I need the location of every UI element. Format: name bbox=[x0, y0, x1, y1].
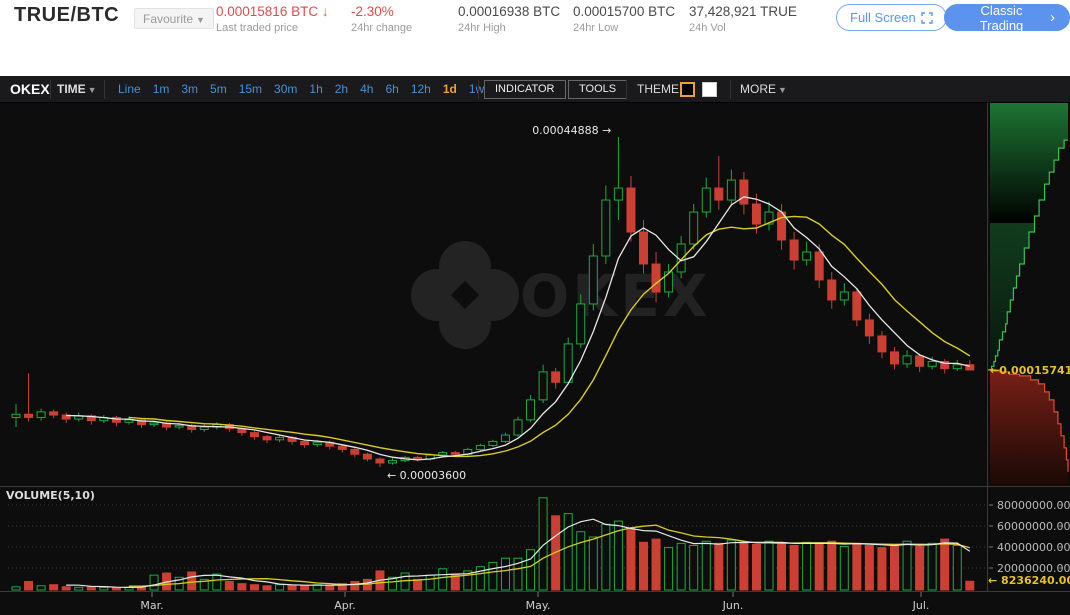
time-label: TIME bbox=[57, 82, 86, 96]
indicator-button[interactable]: INDICATOR bbox=[484, 80, 566, 99]
more-label: MORE bbox=[740, 82, 776, 96]
theme-dark-swatch[interactable] bbox=[680, 82, 695, 97]
volume-axis-label: 60000000.00 bbox=[997, 520, 1070, 533]
last-price-stat: 0.00015816 BTC ↓ Last traded price bbox=[216, 4, 329, 34]
low-price-annotation: ← 0.00003600 bbox=[387, 469, 466, 482]
last-volume-tag: ← 8236240.00 bbox=[988, 574, 1070, 587]
toolbar-divider bbox=[478, 80, 479, 99]
interval-2h[interactable]: 2h bbox=[334, 82, 349, 96]
favourite-button[interactable]: Favourite ▼ bbox=[134, 8, 214, 29]
full-screen-button[interactable]: Full Screen bbox=[836, 4, 947, 31]
classic-trading-label: Classic Trading bbox=[979, 2, 1024, 33]
chevron-right-icon: › bbox=[1050, 9, 1055, 26]
change-value: -2.30% bbox=[351, 4, 394, 19]
expand-icon bbox=[921, 11, 933, 24]
theme-light-swatch[interactable] bbox=[702, 82, 717, 97]
change-label: 24hr change bbox=[351, 22, 413, 34]
last-price-tag: ←0.00015741 bbox=[990, 364, 1070, 377]
depth-bids-area bbox=[990, 370, 1068, 486]
price-ma-fast bbox=[66, 196, 970, 461]
chevron-down-icon: ▼ bbox=[87, 85, 97, 95]
interval-1d[interactable]: 1d bbox=[442, 82, 457, 96]
chevron-down-icon: ▼ bbox=[196, 14, 205, 25]
month-label: Mar. bbox=[140, 599, 163, 612]
interval-3m[interactable]: 3m bbox=[181, 82, 199, 96]
theme-label: THEME bbox=[637, 82, 679, 96]
candles-layer bbox=[11, 137, 975, 467]
volume-value: 37,428,921 TRUE bbox=[689, 4, 797, 19]
volume-ma-slow bbox=[128, 524, 970, 587]
time-dropdown[interactable]: TIME ▼ bbox=[57, 76, 97, 103]
toolbar-divider bbox=[730, 80, 731, 99]
month-label: Apr. bbox=[334, 599, 356, 612]
toolbar-divider bbox=[626, 80, 627, 99]
chart-region: OKEX TIME ▼ Line 1m 3m 5m 15m 30m 1h 2h 4h 6h 12h 1d… bbox=[0, 76, 1070, 615]
high-label: 24hr High bbox=[458, 22, 506, 34]
full-screen-label: Full Screen bbox=[850, 10, 916, 25]
toolbar-divider bbox=[50, 80, 51, 99]
high-value: 0.00016938 BTC bbox=[458, 4, 561, 19]
interval-1h[interactable]: 1h bbox=[309, 82, 323, 96]
last-price-label: Last traded price bbox=[216, 22, 298, 34]
toolbar-divider bbox=[104, 80, 105, 99]
price-ma-slow bbox=[128, 215, 971, 458]
last-price-value: 0.00015816 BTC ↓ bbox=[216, 4, 329, 19]
chevron-down-icon: ▼ bbox=[778, 85, 787, 95]
volume-stat: 37,428,921 TRUE 24h Vol bbox=[689, 4, 797, 34]
change-stat: -2.30% 24hr change bbox=[351, 4, 412, 34]
interval-1w[interactable]: 1w bbox=[468, 82, 485, 96]
classic-trading-button[interactable]: Classic Trading › bbox=[944, 2, 1070, 33]
interval-1m[interactable]: 1m bbox=[152, 82, 170, 96]
volume-axis-label: 80000000.00 bbox=[997, 499, 1070, 512]
interval-5m[interactable]: 5m bbox=[210, 82, 227, 96]
volume-label: 24h Vol bbox=[689, 22, 726, 34]
interval-30m[interactable]: 30m bbox=[274, 82, 298, 96]
okex-logo: OKEX bbox=[10, 81, 50, 97]
interval-4h[interactable]: 4h bbox=[360, 82, 374, 96]
interval-12h[interactable]: 12h bbox=[410, 82, 431, 96]
high-stat: 0.00016938 BTC 24hr High bbox=[458, 4, 560, 34]
interval-selector: Line 1m 3m 5m 15m 30m 1h 2h 4h 6h 12h 1d 1w bbox=[112, 76, 490, 103]
volume-axis-label: 40000000.00 bbox=[997, 541, 1070, 554]
month-label: Jun. bbox=[722, 599, 744, 612]
chart-overlay: VOLUME(5,10) 0.00044888 → ← 0.00003600 ←… bbox=[0, 103, 1070, 612]
volume-bars-layer bbox=[11, 497, 975, 591]
low-value: 0.00015700 BTC bbox=[573, 4, 676, 19]
chart-toolbar: OKEX TIME ▼ Line 1m 3m 5m 15m 30m 1h 2h 4h 6h 12h 1d… bbox=[0, 76, 1070, 103]
volume-indicator-title: VOLUME(5,10) bbox=[6, 489, 95, 502]
month-label: Jul. bbox=[912, 599, 930, 612]
more-dropdown[interactable]: MORE ▼ bbox=[740, 76, 787, 103]
okex-watermark: OKEX bbox=[411, 241, 708, 349]
volume-ma-fast bbox=[66, 518, 971, 589]
pair-header: TRUE/BTC Favourite ▼ 0.00015816 BTC ↓ Las… bbox=[0, 0, 1070, 76]
volume-axis-label: 20000000.00 bbox=[997, 562, 1070, 575]
high-price-annotation: 0.00044888 → bbox=[532, 124, 611, 137]
low-stat: 0.00015700 BTC 24hr Low bbox=[573, 4, 675, 34]
month-label: May. bbox=[526, 599, 551, 612]
interval-15m[interactable]: 15m bbox=[238, 82, 263, 96]
low-label: 24hr Low bbox=[573, 22, 619, 34]
interval-line[interactable]: Line bbox=[118, 82, 141, 96]
chart-series-layer bbox=[8, 103, 1069, 591]
chart-canvas[interactable]: OKEX VOLUME(5,10) 0.00044888 → ← 0.00003… bbox=[0, 103, 1070, 615]
favourite-label: Favourite bbox=[143, 11, 194, 26]
pair-title: TRUE/BTC bbox=[14, 4, 120, 26]
tools-button[interactable]: TOOLS bbox=[568, 80, 628, 99]
interval-6h[interactable]: 6h bbox=[385, 82, 399, 96]
